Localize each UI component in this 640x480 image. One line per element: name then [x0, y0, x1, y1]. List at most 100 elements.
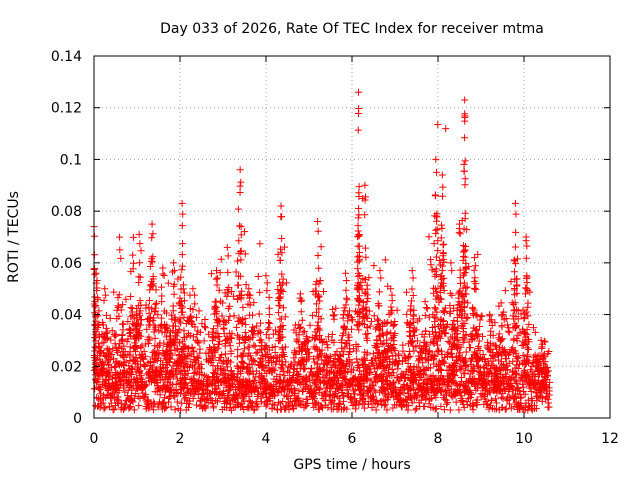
- data-point-plus: [125, 362, 133, 370]
- data-point-plus: [157, 314, 165, 322]
- data-point-plus: [210, 325, 218, 333]
- data-point-plus: [291, 389, 299, 397]
- data-point-plus: [252, 349, 260, 357]
- data-point-plus: [234, 281, 242, 289]
- data-point-plus: [369, 350, 377, 358]
- data-point-plus: [226, 302, 234, 310]
- data-point-plus: [505, 400, 513, 408]
- data-point-plus: [372, 406, 380, 414]
- data-point-plus: [486, 389, 494, 397]
- data-point-plus: [179, 262, 187, 270]
- data-point-plus: [129, 398, 137, 406]
- data-point-plus: [137, 361, 145, 369]
- data-point-plus: [544, 395, 552, 403]
- data-point-plus: [160, 272, 168, 280]
- data-point-plus: [129, 353, 137, 361]
- data-point-plus: [184, 329, 192, 337]
- data-point-plus: [146, 286, 154, 294]
- data-point-plus: [237, 369, 245, 377]
- data-point-plus: [124, 318, 132, 326]
- data-point-plus: [304, 337, 312, 345]
- data-point-plus: [95, 332, 103, 340]
- data-point-plus: [475, 337, 483, 345]
- data-point-plus: [434, 121, 442, 129]
- data-point-plus: [136, 259, 144, 267]
- data-point-plus: [145, 317, 153, 325]
- data-point-plus: [187, 358, 195, 366]
- data-point-plus: [151, 334, 159, 342]
- data-point-plus: [364, 295, 372, 303]
- data-point-plus: [151, 300, 159, 308]
- data-point-plus: [179, 285, 187, 293]
- data-point-plus: [484, 400, 492, 408]
- data-point-plus: [104, 386, 112, 394]
- data-point-plus: [255, 327, 263, 335]
- data-point-plus: [380, 402, 388, 410]
- data-point-plus: [178, 266, 186, 274]
- data-point-plus: [111, 374, 119, 382]
- data-point-plus: [233, 257, 241, 265]
- data-point-plus: [341, 343, 349, 351]
- data-point-plus: [383, 406, 391, 414]
- data-point-plus: [337, 382, 345, 390]
- data-point-plus: [224, 316, 232, 324]
- data-point-plus: [236, 222, 244, 230]
- data-point-plus: [314, 318, 322, 326]
- data-point-plus: [162, 404, 170, 412]
- data-point-plus: [110, 288, 118, 296]
- data-point-plus: [432, 329, 440, 337]
- data-point-plus: [467, 394, 475, 402]
- data-point-plus: [194, 338, 202, 346]
- data-point-plus: [114, 304, 122, 312]
- data-point-plus: [235, 237, 243, 245]
- data-point-plus: [421, 402, 429, 410]
- data-point-plus: [180, 327, 188, 335]
- data-point-plus: [329, 397, 337, 405]
- data-point-plus: [209, 362, 217, 370]
- data-point-plus: [202, 324, 210, 332]
- data-point-plus: [105, 353, 113, 361]
- data-point-plus: [142, 381, 150, 389]
- y-tick-label: 0.06: [51, 256, 82, 272]
- data-point-plus: [373, 396, 381, 404]
- data-point-plus: [170, 267, 178, 275]
- data-point-plus: [133, 305, 141, 313]
- data-point-plus: [395, 350, 403, 358]
- data-point-plus: [150, 308, 158, 316]
- data-point-plus: [125, 330, 133, 338]
- data-point-plus: [501, 386, 509, 394]
- data-point-plus: [217, 255, 225, 263]
- data-point-plus: [180, 362, 188, 370]
- data-point-plus: [104, 346, 112, 354]
- data-point-plus: [316, 277, 324, 285]
- data-point-plus: [238, 352, 246, 360]
- data-point-plus: [126, 370, 134, 378]
- data-point-plus: [164, 279, 172, 287]
- data-point-plus: [166, 350, 174, 358]
- data-point-plus: [126, 357, 134, 365]
- data-point-plus: [366, 322, 374, 330]
- data-point-plus: [431, 405, 439, 413]
- data-point-plus: [175, 339, 183, 347]
- data-point-plus: [529, 324, 537, 332]
- x-tick-label: 0: [90, 431, 99, 447]
- data-point-plus: [226, 400, 234, 408]
- data-point-plus: [125, 404, 133, 412]
- data-point-plus: [142, 304, 150, 312]
- data-point-plus: [249, 333, 257, 341]
- data-point-plus: [209, 334, 217, 342]
- data-point-plus: [95, 307, 103, 315]
- data-point-plus: [317, 243, 325, 251]
- data-point-plus: [136, 307, 144, 315]
- data-point-plus: [322, 338, 330, 346]
- y-axis-label: ROTI / TECUs: [6, 191, 22, 283]
- data-point-plus: [141, 352, 149, 360]
- x-tick-label: 8: [434, 431, 443, 447]
- data-point-plus: [176, 294, 184, 302]
- data-point-plus: [213, 267, 221, 275]
- data-point-plus: [135, 320, 143, 328]
- data-point-plus: [228, 287, 236, 295]
- data-point-plus: [122, 358, 130, 366]
- data-point-plus: [349, 366, 357, 374]
- data-point-plus: [178, 338, 186, 346]
